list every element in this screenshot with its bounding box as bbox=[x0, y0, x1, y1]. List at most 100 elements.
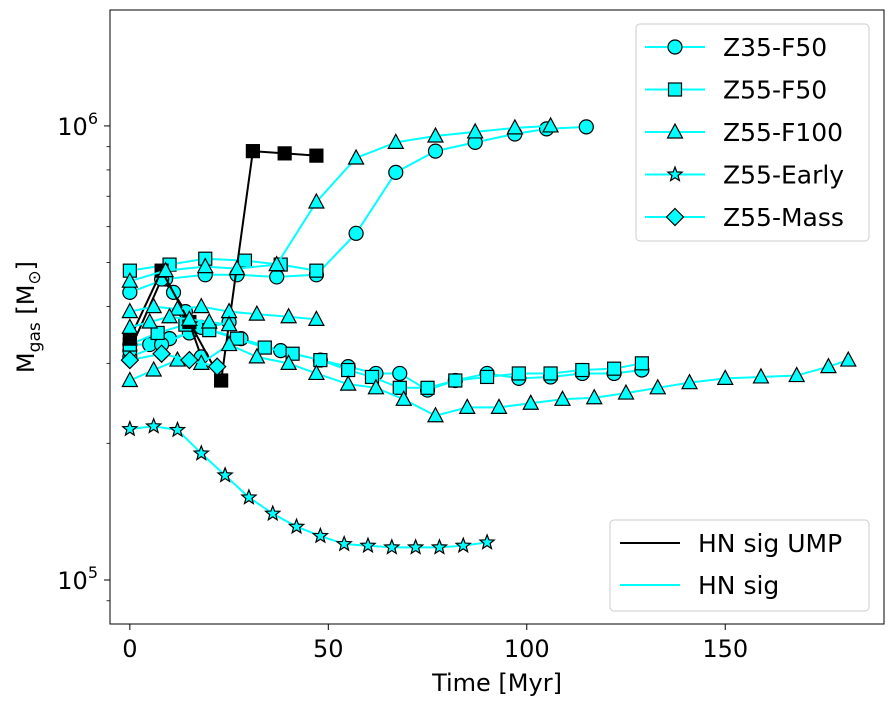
legend-line-item: HN sig bbox=[620, 571, 779, 600]
legend-label: Z55-Early bbox=[723, 161, 844, 190]
data-point-star bbox=[144, 417, 163, 434]
legend-marker-square bbox=[667, 82, 683, 97]
marker-legend: Z35-F50 Z55-F50 Z55-F100 Z55-Early Z55-Mass bbox=[635, 23, 870, 242]
data-point-triangle bbox=[196, 257, 214, 274]
data-point-triangle bbox=[819, 357, 837, 374]
y-axis-label-unit-close: ] bbox=[12, 261, 40, 270]
y-tick-exponent: 6 bbox=[88, 109, 98, 128]
legend-item-circle: Z35-F50 bbox=[645, 33, 827, 62]
data-point-triangle bbox=[248, 347, 266, 364]
data-point-triangle bbox=[220, 335, 238, 352]
data-point-diamond bbox=[207, 357, 227, 377]
legend-item-triangle: Z55-F100 bbox=[645, 118, 843, 147]
x-tick-label: 50 bbox=[313, 635, 344, 663]
legend-label: Z55-F50 bbox=[723, 76, 827, 105]
x-axis: 0 50 100 150 bbox=[122, 624, 748, 663]
data-point-star bbox=[359, 536, 377, 554]
data-point-square bbox=[309, 148, 324, 163]
data-point-triangle bbox=[157, 261, 175, 278]
data-point-triangle bbox=[228, 259, 246, 276]
data-point-circle bbox=[392, 365, 408, 382]
data-point-triangle bbox=[426, 406, 444, 423]
data-point-triangle bbox=[145, 360, 163, 377]
data-point-triangle bbox=[161, 307, 179, 324]
data-point-triangle bbox=[248, 304, 266, 321]
data-point-star bbox=[121, 419, 139, 437]
data-point-square bbox=[313, 352, 328, 368]
data-point-square bbox=[341, 362, 356, 378]
legend-marker-triangle bbox=[666, 122, 684, 139]
data-point-triangle bbox=[367, 378, 385, 395]
y-tick-label: 105 bbox=[57, 563, 98, 595]
x-tick-label: 150 bbox=[702, 635, 748, 663]
data-point-star bbox=[287, 517, 306, 535]
data-point-triangle bbox=[180, 310, 198, 326]
data-point-triangle bbox=[200, 312, 218, 329]
data-point-triangle bbox=[145, 297, 163, 314]
data-point-square bbox=[448, 373, 463, 388]
data-point-square bbox=[277, 146, 292, 161]
data-point-square bbox=[634, 356, 649, 371]
data-point-square bbox=[511, 366, 526, 381]
data-point-triangle bbox=[716, 369, 734, 385]
data-point-square bbox=[122, 331, 137, 346]
data-point-triangle bbox=[307, 192, 325, 209]
legend-item-diamond: Z55-Mass bbox=[645, 203, 844, 232]
legend-label: Z35-F50 bbox=[723, 33, 827, 62]
y-axis-label-unit-sub: ⊙ bbox=[25, 270, 45, 284]
plot-frame bbox=[109, 9, 885, 625]
data-point-triangle bbox=[617, 383, 635, 400]
y-tick-base: 10 bbox=[57, 567, 88, 595]
data-point-diamond bbox=[180, 350, 199, 370]
legend-line-item: HN sig UMP bbox=[620, 529, 842, 558]
legend-label: Z55-Mass bbox=[723, 203, 844, 232]
legend-marker-star bbox=[666, 165, 684, 182]
data-point-triangle bbox=[347, 148, 365, 165]
y-tick-base: 10 bbox=[57, 113, 88, 141]
data-point-triangle bbox=[395, 390, 413, 406]
data-point-triangle bbox=[121, 371, 139, 388]
data-point-triangle bbox=[121, 302, 139, 319]
data-point-circle bbox=[348, 225, 364, 241]
data-point-star bbox=[216, 466, 234, 483]
data-point-triangle bbox=[542, 116, 560, 133]
legend-marker-diamond bbox=[665, 207, 685, 227]
data-point-square bbox=[392, 380, 407, 395]
x-tick-label: 100 bbox=[504, 635, 550, 663]
data-point-square bbox=[575, 362, 590, 378]
data-point-triangle bbox=[466, 122, 484, 139]
data-point-triangle bbox=[490, 398, 508, 414]
legend-item-star: Z55-Early bbox=[645, 161, 844, 190]
series-8 bbox=[121, 116, 560, 288]
data-point-triangle bbox=[280, 354, 298, 370]
series-11 bbox=[121, 307, 238, 334]
series-9 bbox=[121, 297, 325, 326]
legend-line-label: HN sig bbox=[698, 571, 779, 600]
data-point-triangle bbox=[458, 398, 476, 414]
legend-label: Z55-F100 bbox=[723, 118, 843, 147]
y-axis-label-main: M bbox=[12, 352, 40, 373]
data-point-triangle bbox=[307, 364, 325, 381]
data-point-square bbox=[479, 369, 495, 385]
data-point-star bbox=[454, 536, 472, 554]
legend-marker-circle bbox=[667, 39, 683, 55]
data-point-square bbox=[214, 373, 229, 388]
data-point-triangle bbox=[506, 118, 524, 135]
data-point-diamond bbox=[152, 344, 171, 364]
legend-item-square: Z55-F50 bbox=[645, 76, 827, 105]
x-tick-label: 0 bbox=[122, 635, 137, 663]
y-tick-exponent: 5 bbox=[88, 563, 98, 582]
data-point-star bbox=[264, 504, 282, 522]
legend-line-label: HN sig UMP bbox=[698, 529, 842, 558]
data-point-circle bbox=[388, 164, 404, 180]
data-point-star bbox=[478, 533, 496, 550]
data-point-circle bbox=[578, 119, 594, 135]
data-point-triangle bbox=[307, 310, 325, 326]
data-point-square bbox=[543, 366, 558, 381]
data-point-triangle bbox=[387, 133, 405, 149]
data-point-triangle bbox=[280, 307, 298, 324]
series-line bbox=[129, 124, 551, 283]
data-point-triangle bbox=[585, 388, 603, 405]
